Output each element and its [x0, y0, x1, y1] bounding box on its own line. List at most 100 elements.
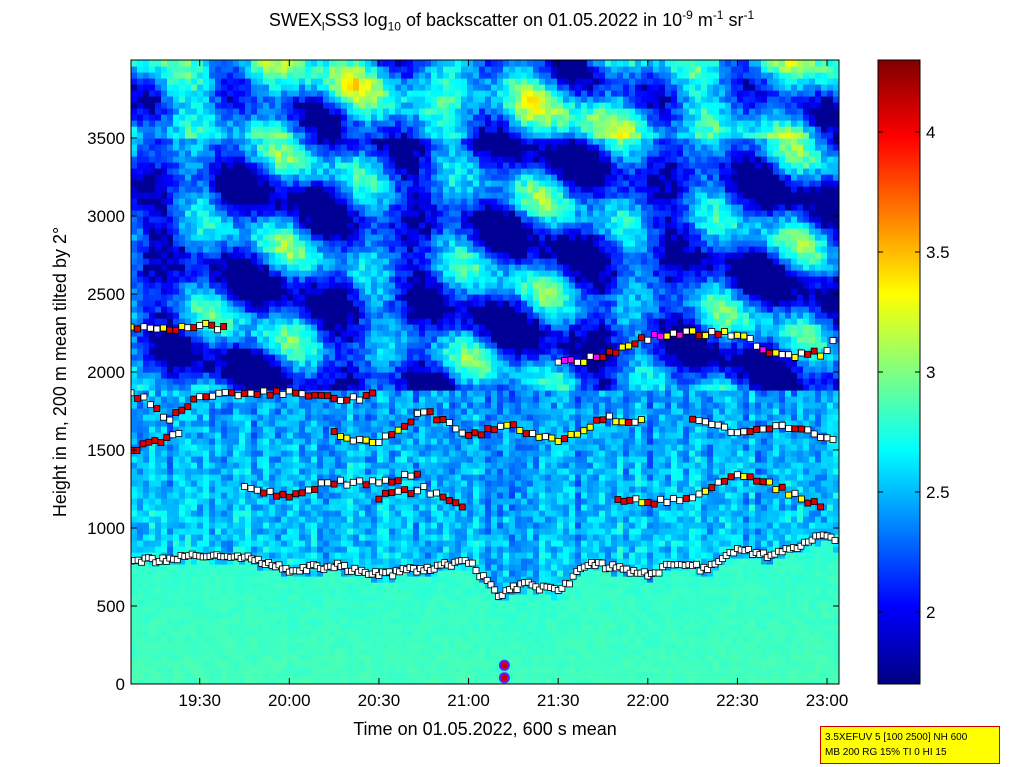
y-tick-label: 0 [116, 675, 125, 694]
layer-marker [522, 430, 530, 438]
layer-marker [574, 358, 581, 366]
y-axis: 0 500 1000 1500 2000 2500 3000 3500 [87, 129, 839, 694]
layer-marker [146, 324, 154, 332]
layer-marker [753, 477, 760, 485]
layer-marker [612, 349, 620, 357]
layer-marker [676, 331, 684, 339]
layer-marker [759, 478, 767, 486]
layer-marker [566, 580, 573, 588]
layer-marker [753, 425, 760, 433]
layer-marker [394, 477, 402, 485]
colorbar-tick-label: 3 [926, 363, 935, 382]
layer-marker [772, 422, 780, 430]
layer-marker [439, 415, 447, 423]
layer-marker [388, 489, 396, 496]
layer-marker [253, 390, 261, 398]
layer-marker [831, 537, 839, 544]
layer-marker [829, 337, 837, 345]
layer-marker [375, 479, 383, 487]
layer-marker [140, 393, 148, 401]
layer-marker [292, 490, 300, 498]
x-tick-label: 23:00 [806, 691, 849, 710]
layer-marker [586, 423, 594, 431]
layer-marker [311, 391, 319, 399]
x-axis: 19:30 20:00 20:30 21:00 21:30 22:00 22:30 23:00 [178, 60, 848, 710]
layer-marker [356, 396, 364, 404]
layer-marker [234, 392, 242, 400]
layer-marker [298, 390, 306, 398]
layer-marker [260, 387, 268, 395]
layer-marker [445, 496, 453, 504]
layer-marker [640, 568, 648, 576]
layer-marker [341, 562, 348, 569]
layer-marker [810, 347, 818, 355]
layer-marker [337, 476, 344, 484]
layer-marker [166, 326, 174, 334]
layer-marker [266, 487, 274, 495]
layer-marker [375, 495, 383, 503]
layer-marker [311, 486, 319, 493]
processing-info-box: 3.5XEFUV 5 [100 2500] NH 600 MB 200 RG 1… [820, 726, 1000, 764]
x-tick-label: 19:30 [178, 691, 221, 710]
layer-marker [298, 489, 306, 497]
layer-marker [503, 421, 511, 429]
layer-marker [305, 486, 312, 494]
layer-marker [362, 436, 370, 444]
layer-marker [196, 322, 204, 329]
layer-marker [599, 353, 607, 361]
layer-marker [228, 389, 236, 397]
layer-marker [375, 572, 383, 579]
layer-marker [458, 503, 466, 511]
layer-marker [593, 416, 600, 424]
layer-marker [740, 472, 748, 480]
layer-marker [483, 577, 491, 584]
layer-marker [727, 473, 735, 481]
x-tick-label: 22:00 [627, 691, 670, 710]
layer-marker [727, 332, 735, 340]
y-tick-label: 3000 [87, 207, 125, 226]
layer-marker [343, 434, 351, 442]
layer-marker [279, 390, 287, 398]
layer-marker [778, 351, 786, 359]
layer-marker [388, 478, 396, 486]
layer-marker [413, 409, 421, 417]
layer-marker [394, 426, 402, 434]
y-tick-label: 500 [97, 597, 125, 616]
layer-marker [554, 437, 562, 445]
layer-marker [173, 556, 181, 564]
layer-marker [381, 432, 389, 440]
layer-marker [369, 389, 376, 397]
layer-marker [471, 429, 479, 437]
layer-marker [487, 581, 495, 589]
layer-marker [650, 500, 658, 508]
layer-marker [606, 348, 613, 356]
layer-marker [285, 387, 293, 395]
layer-marker [663, 498, 671, 506]
x-axis-label: Time on 01.05.2022, 600 s mean [353, 719, 617, 739]
layer-marker [134, 394, 141, 402]
layer-marker [362, 391, 370, 399]
layer-marker [175, 430, 183, 437]
layer-marker [260, 489, 268, 497]
layer-marker [623, 565, 631, 573]
layer-marker [480, 572, 487, 580]
layer-marker [772, 349, 780, 357]
layer-marker [153, 325, 161, 333]
layer-marker [766, 349, 773, 357]
layer-marker [823, 346, 831, 354]
layer-marker [369, 439, 376, 447]
layer-marker [159, 554, 167, 562]
layer-marker [778, 483, 786, 491]
layer-marker [785, 351, 792, 359]
layer-marker [695, 416, 703, 424]
layer-marker [169, 431, 177, 439]
layer-marker [714, 421, 722, 429]
y-tick-label: 3500 [87, 129, 125, 148]
layer-marker [657, 332, 664, 340]
layer-marker [247, 485, 255, 492]
layer-marker [407, 418, 415, 426]
y-tick-label: 1500 [87, 441, 125, 460]
layer-marker [159, 324, 167, 332]
layer-marker [220, 322, 228, 330]
